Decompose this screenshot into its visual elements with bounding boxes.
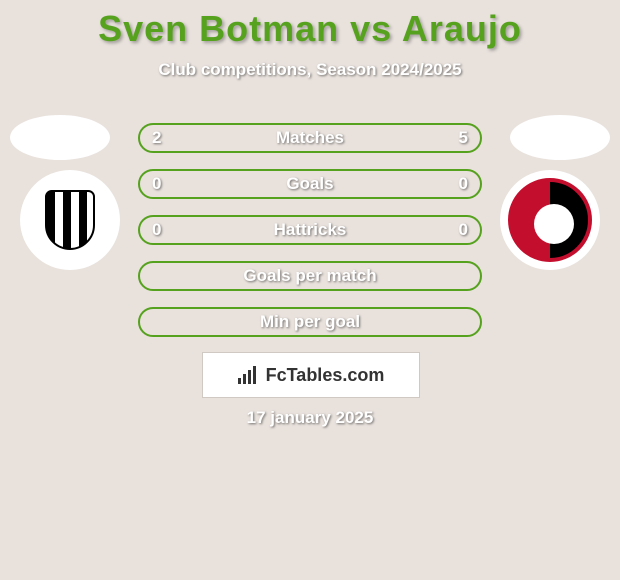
player-photo-placeholder-left xyxy=(10,115,110,160)
stat-left-value: 0 xyxy=(152,174,161,194)
stats-container: 2 Matches 5 0 Goals 0 0 Hattricks 0 Goal… xyxy=(138,123,482,353)
newcastle-crest-icon xyxy=(28,178,112,262)
stat-left-value: 0 xyxy=(152,220,161,240)
stat-left-value: 2 xyxy=(152,128,161,148)
page-title: Sven Botman vs Araujo xyxy=(0,0,620,50)
brand-box[interactable]: FcTables.com xyxy=(202,352,420,398)
bar-chart-icon xyxy=(238,366,260,384)
stat-right-value: 0 xyxy=(459,174,468,194)
club-crest-right xyxy=(500,170,600,270)
stat-row-goals-per-match: Goals per match xyxy=(138,261,482,291)
stat-label: Goals xyxy=(286,174,333,194)
stat-label: Matches xyxy=(276,128,344,148)
stat-row-goals: 0 Goals 0 xyxy=(138,169,482,199)
stat-label: Hattricks xyxy=(274,220,347,240)
page-subtitle: Club competitions, Season 2024/2025 xyxy=(0,60,620,80)
stat-row-hattricks: 0 Hattricks 0 xyxy=(138,215,482,245)
stat-right-value: 5 xyxy=(459,128,468,148)
stat-label: Min per goal xyxy=(260,312,360,332)
bournemouth-crest-icon xyxy=(508,178,592,262)
stat-row-matches: 2 Matches 5 xyxy=(138,123,482,153)
stat-right-value: 0 xyxy=(459,220,468,240)
stat-row-min-per-goal: Min per goal xyxy=(138,307,482,337)
stat-label: Goals per match xyxy=(243,266,376,286)
player-photo-placeholder-right xyxy=(510,115,610,160)
brand-text: FcTables.com xyxy=(266,365,385,386)
club-crest-left xyxy=(20,170,120,270)
date-label: 17 january 2025 xyxy=(0,408,620,428)
